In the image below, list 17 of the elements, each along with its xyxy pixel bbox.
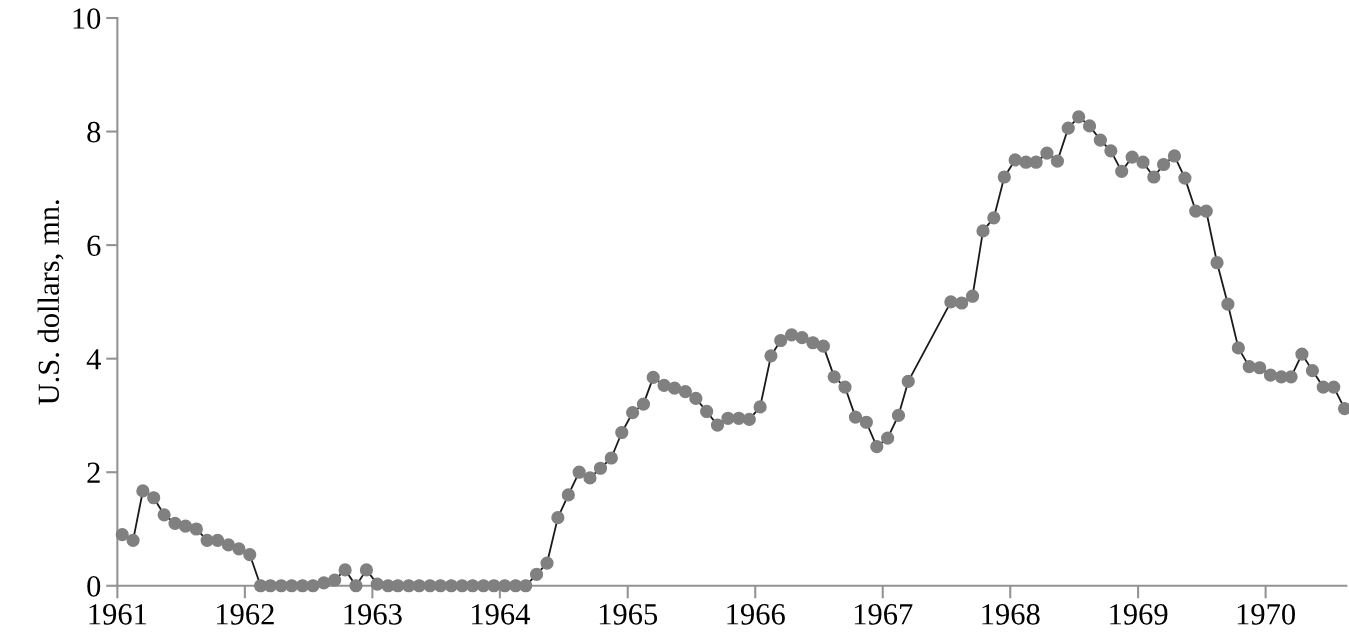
x-tick-label: 1967 — [854, 604, 913, 625]
x-tick-label: 1964 — [472, 604, 530, 625]
y-tick-label: 0 — [87, 576, 101, 597]
y-tick-label: 6 — [87, 235, 101, 257]
x-tick-label: 1966 — [727, 604, 785, 625]
y-axis-title: U.S. dollars, mn. — [37, 200, 64, 405]
y-tick-label: 10 — [73, 8, 101, 29]
x-tick-label: 1970 — [1237, 604, 1295, 625]
y-tick-label: 2 — [87, 462, 100, 483]
x-tick-label: 1969 — [1110, 604, 1168, 625]
x-tick-label: 1962 — [217, 604, 274, 625]
x-tick-label: 1968 — [982, 604, 1040, 625]
y-tick-label: 8 — [87, 121, 101, 143]
x-tick-label: 1961 — [89, 604, 147, 625]
y-tick-label: 4 — [86, 349, 101, 370]
x-tick-label: 1965 — [599, 604, 658, 625]
x-tick-label: 1963 — [344, 604, 402, 625]
